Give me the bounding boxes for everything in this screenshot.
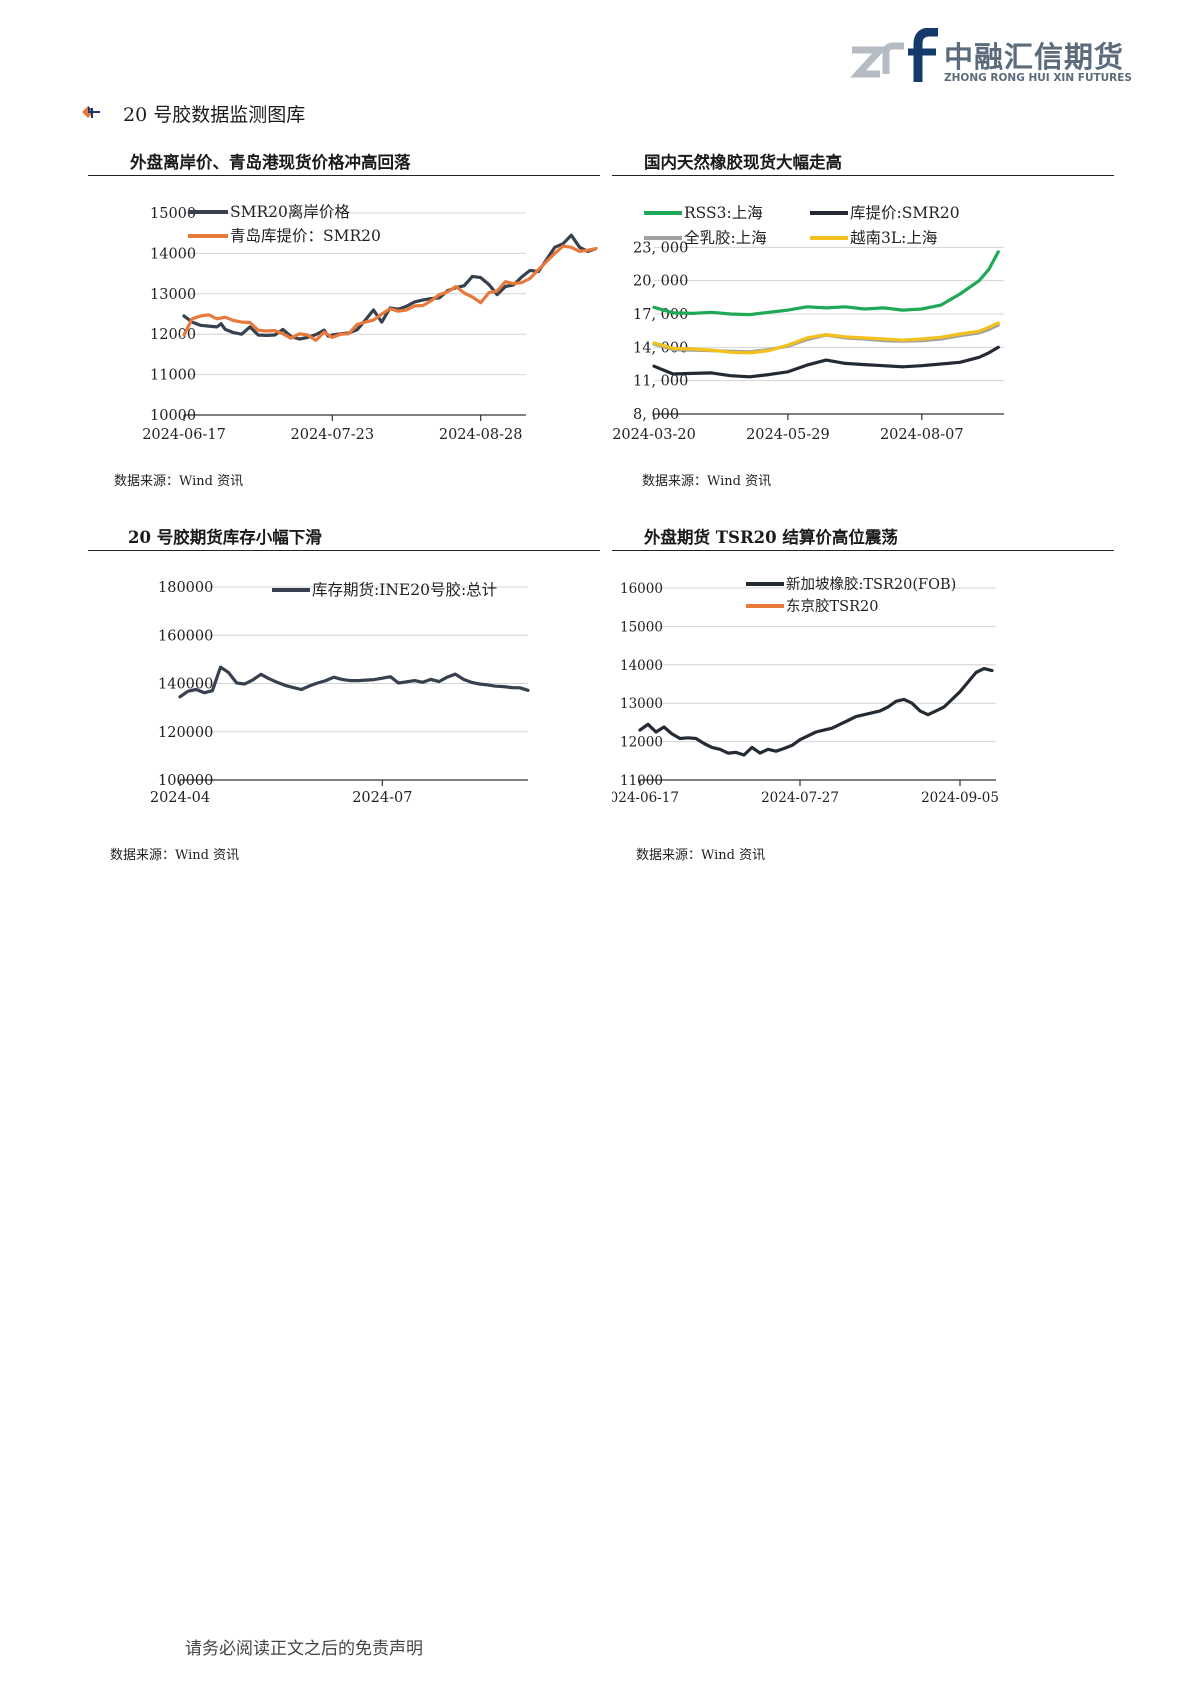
title-divider [612,175,1114,176]
company-logo: 中融汇信期货 ZHONG RONG HUI XIN FUTURES [850,28,1132,90]
x-tick-label: 2024-05-29 [746,427,830,443]
chart-svg: 10000 11000 12000 13000 14000 15000 2024-06-17… [142,203,598,443]
y-tick-label: 16000 [620,581,663,597]
chart-title: 外盘期货 TSR20 结算价高位震荡 [644,528,898,547]
chart-panel-price-smr20: 外盘离岸价、青岛港现货价格冲高回落 10000 11000 12000 13000 14… [88,149,600,489]
y-tick-label: 11, 000 [633,374,688,390]
legend-label: 越南3L:上海 [850,229,937,247]
legend-label: 东京胶TSR20 [786,598,878,615]
y-tick-label: 23, 000 [633,240,688,256]
logo-english-name: ZHONG RONG HUI XIN FUTURES [944,72,1132,84]
zrf-logo-mark [850,28,938,82]
title-divider [88,175,600,176]
y-tick-label: 11000 [620,773,663,789]
chart-svg: 100000 120000 140000 160000 180000 2024-04 202… [150,580,530,806]
data-source: 数据来源：Wind 资讯 [110,848,240,863]
x-tick-label: 2024-06-17 [612,790,679,806]
section-title: 20 号胶数据监测图库 [123,104,306,126]
series-line-0 [182,233,598,341]
legend-label: RSS3:上海 [684,204,763,222]
x-tick-label: 2024-08-07 [880,427,964,443]
x-tick-label: 2024-04 [150,790,210,806]
chart-svg: 11000 12000 13000 14000 15000 16000 2024-06-17… [612,576,999,806]
x-tick-label: 2024-03-20 [612,427,696,443]
series-line-0 [638,666,994,757]
y-tick-label: 140000 [158,677,213,693]
series-line-1 [652,345,1000,379]
y-tick-label: 14, 000 [633,340,688,356]
chart-title: 20 号胶期货库存小幅下滑 [128,528,322,547]
data-source: 数据来源：Wind 资讯 [642,474,772,489]
y-tick-label: 15000 [150,206,196,222]
y-tick-label: 12000 [150,327,196,343]
y-tick-label: 11000 [150,368,196,384]
chart-panel-futures-inventory: 20 号胶期货库存小幅下滑 100000 120000 140000 160000 18… [88,524,600,864]
y-tick-label: 14000 [150,246,196,262]
series-line-0 [178,665,530,699]
legend-label: 库提价:SMR20 [850,204,960,222]
x-tick-label: 2024-08-28 [439,427,523,443]
chart-title: 外盘离岸价、青岛港现货价格冲高回落 [130,153,411,172]
y-tick-label: 12000 [620,735,663,751]
y-tick-label: 17, 000 [633,307,688,323]
x-tick-label: 2024-07 [352,790,412,806]
logo-chinese-name: 中融汇信期货 [944,40,1125,74]
x-tick-label: 2024-09-05 [921,790,999,806]
legend-label: 新加坡橡胶:TSR20(FOB) [786,576,956,593]
y-tick-label: 20, 000 [633,274,688,290]
series-line-3 [652,321,1000,355]
x-tick-label: 2024-06-17 [142,427,226,443]
chart-panel-domestic-spot: 国内天然橡胶现货大幅走高 8, 000 11, 000 14, 000 17, 000… [612,149,1114,489]
y-tick-label: 160000 [158,628,213,644]
y-tick-label: 13000 [620,696,663,712]
series-line-1 [182,244,598,342]
x-tick-label: 2024-07-27 [761,790,839,806]
chart-title: 国内天然橡胶现货大幅走高 [644,153,842,172]
y-tick-label: 180000 [158,580,213,596]
chart-svg: 8, 000 11, 000 14, 000 17, 000 20, 000 23, 00… [612,204,1004,443]
diamond-arrow-icon [82,106,100,118]
legend-label: 库存期货:INE20号胶:总计 [312,581,497,599]
y-tick-label: 8, 000 [633,407,679,423]
x-tick-label: 2024-07-23 [291,427,375,443]
data-source: 数据来源：Wind 资讯 [114,474,244,489]
series-line-0 [652,250,1000,317]
legend-label: 青岛库提价：SMR20 [230,227,381,245]
y-tick-label: 120000 [158,725,213,741]
legend-label: SMR20离岸价格 [230,203,350,221]
y-tick-label: 10000 [150,408,196,424]
footer-disclaimer: 请务必阅读正文之后的免责声明 [185,1639,423,1659]
chart-panel-tsr20-settlement: 外盘期货 TSR20 结算价高位震荡 11000 12000 13000 14000 1… [612,524,1114,864]
data-source: 数据来源：Wind 资讯 [636,848,766,863]
title-divider [612,550,1114,551]
legend-label: 全乳胶:上海 [684,229,767,247]
title-divider [88,550,600,551]
y-tick-label: 14000 [620,658,663,674]
y-tick-label: 100000 [158,773,213,789]
y-tick-label: 13000 [150,287,196,303]
y-tick-label: 15000 [620,619,663,635]
